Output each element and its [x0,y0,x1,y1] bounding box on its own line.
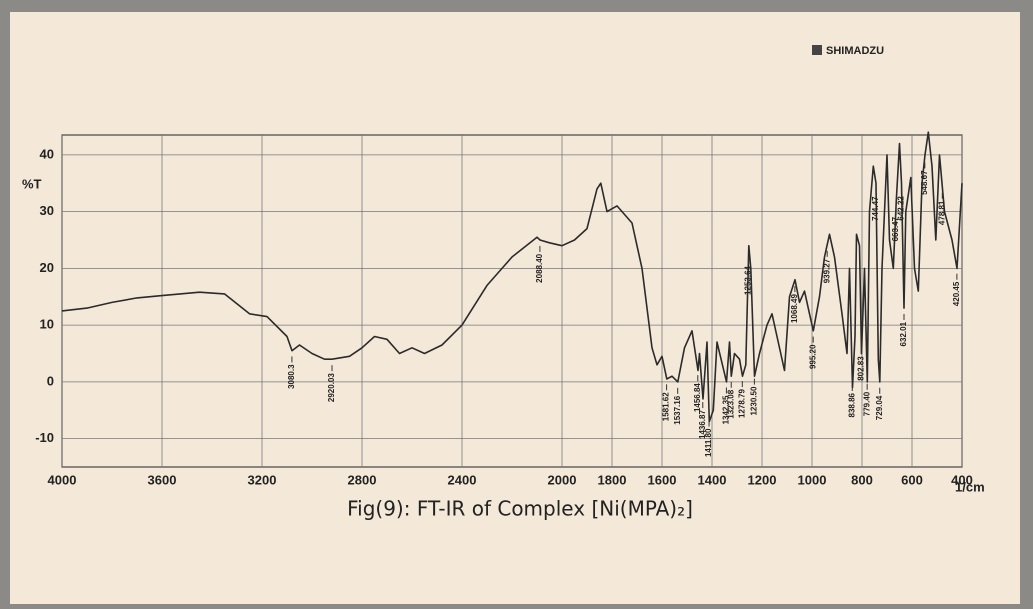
peak-label: 802.83 [856,356,865,381]
y-tick-label: 20 [40,260,54,275]
paper [10,12,1020,604]
caption: Fig(9): FT-IR of Complex [Ni(MPA)₂] [347,497,693,521]
x-axis-label: 1/cm [955,479,985,494]
peak-label: 1456.84 [693,383,702,412]
peak-label: 632.01 [899,321,908,346]
peak-label: 939.27 [822,258,831,283]
x-tick-label: 1400 [698,472,727,487]
peak-label: 995.20 [808,344,817,369]
peak-label: 2920.03 [327,373,336,402]
peak-label: 420.45 [952,281,961,306]
peak-label: 1436.87 [698,410,707,439]
x-tick-label: 600 [901,472,923,487]
x-tick-label: 1200 [748,472,777,487]
brand: SHIMADZU [826,45,884,57]
peak-label: 1581.62 [662,392,671,421]
peak-label: 478.81 [937,200,946,225]
y-tick-label: 10 [40,317,54,332]
x-tick-label: 4000 [48,472,77,487]
x-tick-label: 1600 [648,472,677,487]
peak-label: 1253.64 [744,265,753,294]
y-tick-label: 40 [40,146,54,161]
peak-label: 779.40 [862,391,871,416]
x-tick-label: 1800 [598,472,627,487]
y-tick-label: 30 [40,203,54,218]
peak-label: 1537.16 [673,395,682,424]
x-tick-label: 800 [851,472,873,487]
peak-label: 1342.35 [722,395,731,424]
peak-label: 3080.3 [287,364,296,389]
peak-label: 2088.40 [535,253,544,282]
peak-label: 548.67 [920,170,929,195]
peak-label: 1411.80 [704,428,713,457]
brand-logo [812,45,822,55]
peak-label: 1230.50 [749,386,758,415]
x-tick-label: 2000 [548,472,577,487]
x-tick-label: 2800 [348,472,377,487]
peak-label: 642.22 [897,196,906,221]
x-tick-label: 3600 [148,472,177,487]
peak-label: 729.04 [875,395,884,420]
x-tick-label: 3200 [248,472,277,487]
x-tick-label: 400 [951,472,973,487]
peak-label: 1323.08 [726,389,735,418]
x-tick-label: 1000 [798,472,827,487]
peak-label: 838.86 [847,392,856,417]
y-tick-label: -10 [35,430,54,445]
peak-label: 663.47 [891,216,900,241]
y-axis-label: %T [22,176,42,191]
peak-label: 1278.79 [737,389,746,418]
y-tick-label: 0 [47,373,54,388]
spectrum-line [61,131,963,423]
peak-label: 744.47 [871,196,880,221]
x-tick-label: 2400 [448,472,477,487]
peak-label: 1068.49 [790,294,799,323]
